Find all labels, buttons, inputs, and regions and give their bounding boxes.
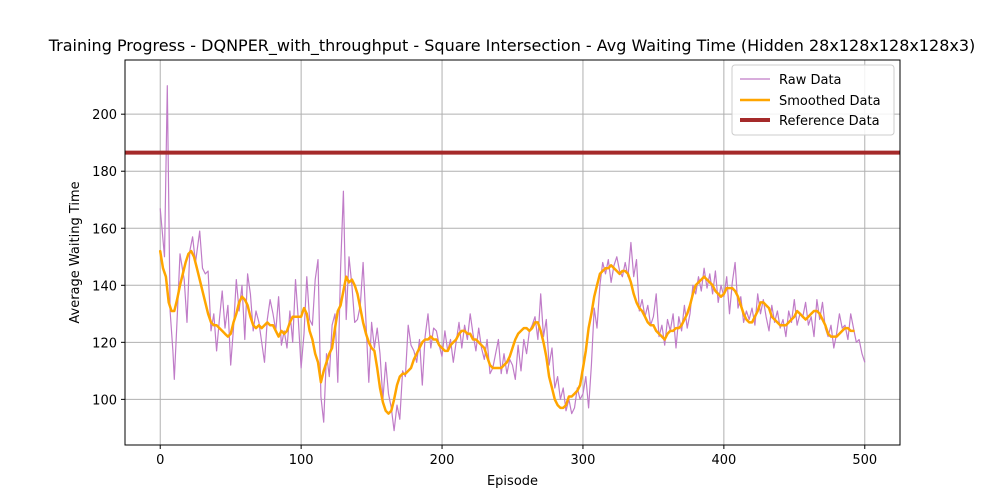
x-tick-label: 500 [852, 453, 877, 468]
x-tick-label: 100 [289, 453, 314, 468]
x-tick-label: 300 [571, 453, 596, 468]
y-tick-label: 200 [92, 108, 117, 123]
legend-label-raw-data: Raw Data [779, 73, 842, 88]
y-tick-label: 120 [92, 336, 117, 351]
chart-title: Training Progress - DQNPER_with_throughp… [48, 36, 976, 56]
legend: Raw Data Smoothed Data Reference Data [731, 64, 895, 136]
y-axis-label: Average Waiting Time [68, 181, 83, 323]
series-line-raw-data [159, 85, 866, 432]
x-axis-label: Episode [487, 474, 538, 489]
x-tick-label: 200 [430, 453, 455, 468]
legend-label-smoothed-data: Smoothed Data [779, 94, 881, 109]
y-tick-label: 180 [92, 165, 117, 180]
legend-label-reference-data: Reference Data [779, 114, 880, 129]
legend-box [731, 64, 895, 136]
series-line-smoothed-data [158, 249, 855, 415]
y-tick-label: 100 [92, 393, 117, 408]
x-tick-label: 0 [156, 453, 164, 468]
plot-area-frame [124, 59, 901, 446]
series-layer [125, 85, 900, 432]
x-tick-label: 400 [711, 453, 736, 468]
grid [125, 60, 900, 445]
y-tick-label: 160 [92, 222, 117, 237]
y-tick-label: 140 [92, 279, 117, 294]
axis-ticks: 0 100 200 300 400 500 100 120 140 160 180 200 [92, 108, 877, 468]
